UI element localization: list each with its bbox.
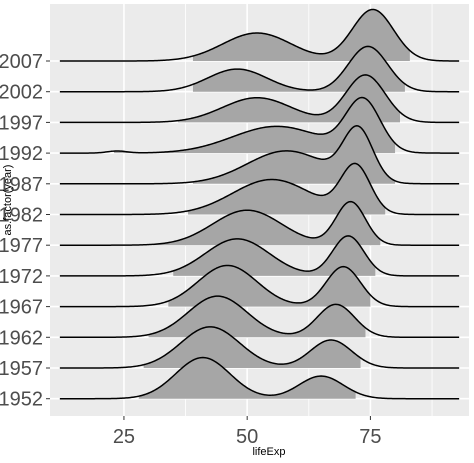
x-tick-labels: 25 50 75 <box>113 416 382 448</box>
ridge-fill-1952 <box>138 357 356 399</box>
y-tick-label-1957: 1957 <box>0 358 43 380</box>
ridge-1977 <box>59 200 460 246</box>
y-axis-title: as.factor(year) <box>2 165 14 236</box>
ridge-1987 <box>59 125 460 185</box>
ridge-1962 <box>59 295 460 339</box>
y-tick-label-1972: 1972 <box>0 266 43 288</box>
ridge-line-1992 <box>59 96 460 154</box>
y-tick-label-2002: 2002 <box>0 82 43 104</box>
ridge-line-1987 <box>59 125 460 185</box>
ridge-fill-1982 <box>188 163 386 215</box>
ridge-line-1977 <box>59 200 460 246</box>
ridge-fill-2007 <box>192 9 410 62</box>
ridge-line-1957 <box>59 326 460 369</box>
ridge-1997 <box>59 74 460 124</box>
x-tick-label-50: 50 <box>236 426 258 448</box>
ridge-line-1967 <box>59 264 460 308</box>
x-tick-label-25: 25 <box>113 426 135 448</box>
ridge-fill-1997 <box>178 74 400 123</box>
ridge-line-2007 <box>59 8 460 62</box>
ridge-fill-1987 <box>192 125 396 184</box>
ridge-line-1952 <box>59 356 460 400</box>
ridge-line-1972 <box>59 235 460 277</box>
ridge-2002 <box>59 45 460 93</box>
ridge-1982 <box>59 162 460 216</box>
y-tick-label-1987: 1987 <box>0 174 43 196</box>
y-tick-labels: 2007 2002 1997 1992 1987 1982 1977 1972 1967 1962… <box>0 51 50 411</box>
ridge-line-1997 <box>59 74 460 124</box>
ridge-fill-1962 <box>148 296 366 338</box>
y-tick-label-1977: 1977 <box>0 235 43 257</box>
ridge-fill-2002 <box>192 46 405 92</box>
y-tick-label-1967: 1967 <box>0 297 43 319</box>
x-tick-label-75: 75 <box>359 426 381 448</box>
y-tick-label-1982: 1982 <box>0 205 43 227</box>
ridge-1992 <box>59 96 460 154</box>
y-tick-label-2007: 2007 <box>0 51 43 73</box>
ridge-line-2002 <box>59 45 460 93</box>
ridge-line-1982 <box>59 162 460 216</box>
y-tick-label-1962: 1962 <box>0 327 43 349</box>
ridge-2007 <box>59 8 460 62</box>
density-ridges <box>59 8 460 400</box>
y-tick-label-1952: 1952 <box>0 389 43 411</box>
ridge-fill-1992 <box>114 97 396 154</box>
y-tick-label-1992: 1992 <box>0 143 43 165</box>
ridge-1952 <box>59 356 460 400</box>
y-tick-label-1997: 1997 <box>0 112 43 134</box>
x-axis-title: lifeExp <box>252 446 285 458</box>
ridge-line-1962 <box>59 295 460 339</box>
